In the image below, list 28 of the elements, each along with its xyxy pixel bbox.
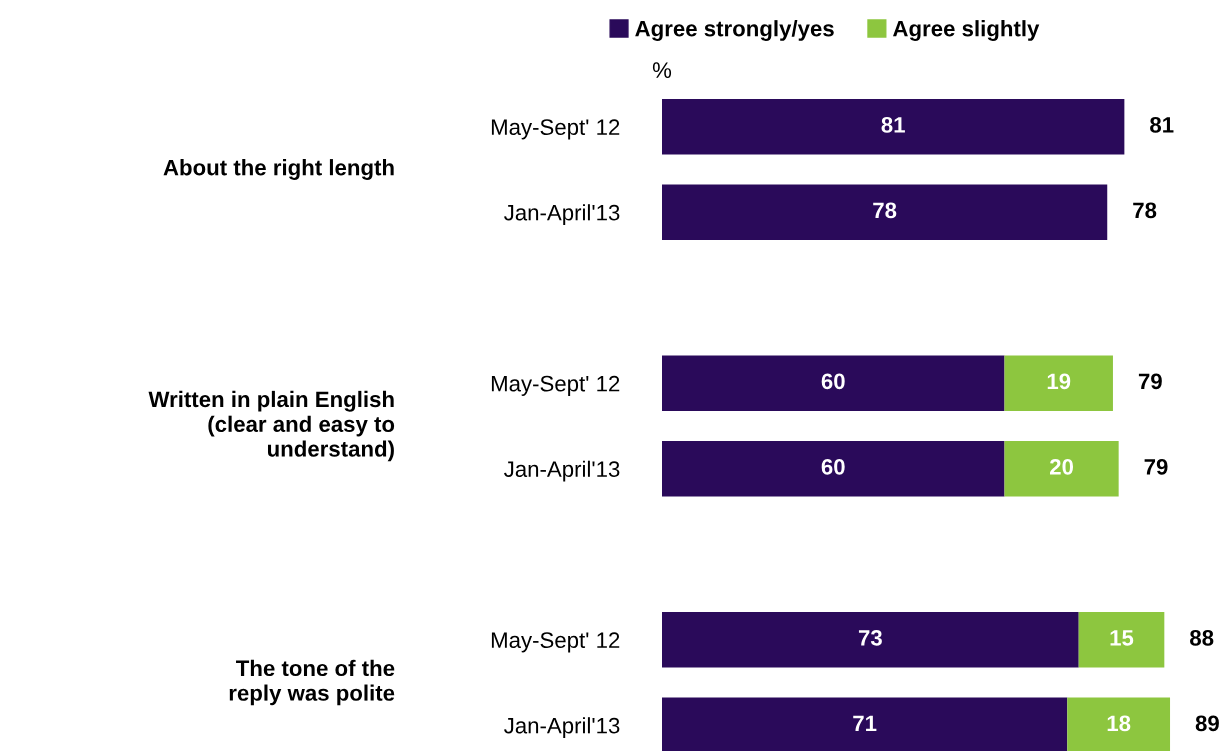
text: Written in plain English (clear and easy to understand): [148, 390, 395, 462]
total-label: 89: [1195, 715, 1219, 732]
y-tick-label: May-Sept' 12: [491, 375, 620, 396]
y-tick-label: Jan-April'13: [504, 204, 620, 225]
total-label: 79: [1138, 373, 1162, 390]
y-tick-label: May-Sept' 12: [491, 119, 620, 140]
text: About the right length: [163, 159, 394, 180]
x-axis-title: %: [652, 62, 672, 78]
y-tick-label: Jan-April'13: [504, 460, 620, 482]
legend-label: Agree slightly: [892, 20, 1040, 41]
data-label: 19: [1047, 373, 1071, 390]
legend-label: Agree strongly/yes: [635, 20, 834, 41]
data-label: 15: [1110, 630, 1134, 646]
data-label: 73: [858, 629, 882, 646]
y-tick-label: Jan-April'13: [504, 717, 620, 738]
total-label: 88: [1190, 629, 1214, 646]
data-label: 71: [853, 715, 877, 731]
y-tick-label: May-Sept' 12: [491, 632, 620, 653]
data-label: 78: [873, 202, 897, 219]
data-label: 60: [821, 373, 845, 390]
text: The tone of the reply was polite: [229, 659, 395, 706]
data-label: 60: [821, 458, 845, 475]
total-label: 81: [1150, 116, 1174, 133]
data-label: 20: [1049, 458, 1074, 475]
data-label: 81: [881, 116, 905, 133]
total-label: 78: [1133, 202, 1157, 219]
total-label: 79: [1144, 458, 1168, 475]
data-label: 18: [1107, 715, 1131, 732]
